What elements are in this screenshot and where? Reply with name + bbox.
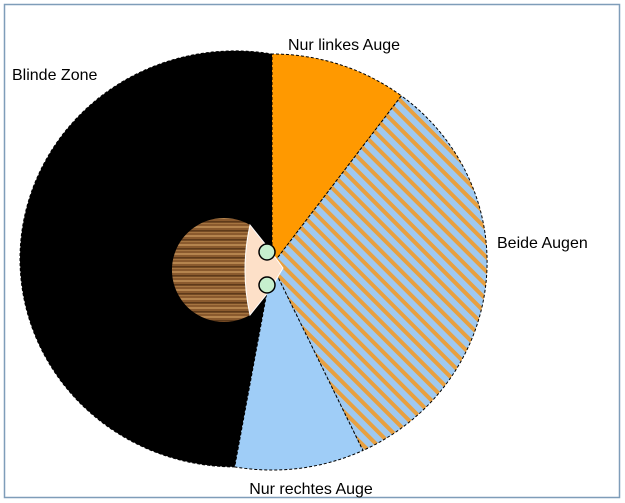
label: Beide Augen xyxy=(497,235,588,252)
label: Nur linkes Auge xyxy=(288,37,400,54)
label: Blinde Zone xyxy=(12,67,97,84)
label: Nur rechtes Auge xyxy=(249,481,373,498)
diagram: Nur linkes Auge Blinde Zone Beide Augen … xyxy=(0,0,625,503)
right-eye xyxy=(259,277,275,293)
left-eye xyxy=(259,244,275,260)
